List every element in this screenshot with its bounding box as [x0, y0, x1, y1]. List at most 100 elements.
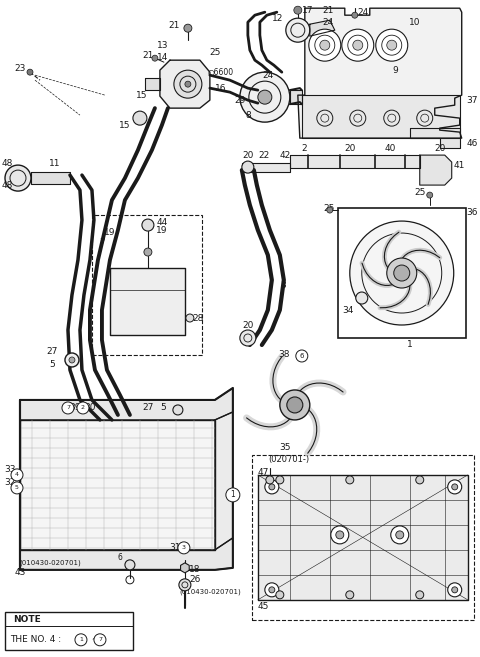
Text: (020701-): (020701-): [268, 455, 309, 464]
Text: 21: 21: [168, 20, 180, 30]
Text: NOTE: NOTE: [13, 616, 41, 624]
Circle shape: [269, 587, 275, 593]
Text: 19: 19: [104, 227, 116, 237]
Text: (010430-020701): (010430-020701): [19, 560, 81, 566]
Circle shape: [94, 634, 106, 646]
Polygon shape: [290, 90, 302, 104]
Text: 2: 2: [302, 144, 308, 152]
Polygon shape: [20, 538, 233, 570]
Text: 5: 5: [160, 403, 166, 413]
Circle shape: [346, 591, 354, 599]
Text: 6: 6: [300, 353, 304, 359]
Text: 22: 22: [258, 150, 269, 160]
Text: 20: 20: [242, 150, 253, 160]
Text: 11: 11: [49, 158, 60, 168]
Text: 7: 7: [66, 405, 70, 411]
Circle shape: [387, 258, 417, 288]
Text: 24: 24: [322, 18, 334, 27]
Circle shape: [448, 480, 462, 494]
Text: 46: 46: [467, 139, 478, 148]
Polygon shape: [145, 78, 160, 90]
Circle shape: [280, 390, 310, 420]
Text: 42: 42: [279, 150, 290, 160]
Circle shape: [242, 161, 254, 173]
Text: 6: 6: [118, 553, 122, 562]
Circle shape: [142, 219, 154, 231]
Circle shape: [152, 55, 158, 61]
Text: 15: 15: [119, 121, 131, 129]
Circle shape: [309, 29, 341, 61]
Text: 16: 16: [215, 83, 227, 93]
Text: 28: 28: [192, 313, 204, 323]
Circle shape: [342, 29, 374, 61]
Text: 31: 31: [169, 543, 180, 553]
Bar: [252, 455, 474, 620]
Text: 17: 17: [302, 6, 313, 14]
Circle shape: [144, 248, 152, 256]
Bar: [338, 208, 466, 338]
Polygon shape: [290, 155, 420, 168]
Circle shape: [452, 587, 458, 593]
Circle shape: [356, 292, 368, 304]
Text: 2: 2: [81, 405, 85, 411]
Text: 34: 34: [342, 306, 353, 315]
Polygon shape: [298, 8, 462, 138]
Text: 8: 8: [245, 110, 251, 120]
Polygon shape: [20, 420, 215, 550]
Circle shape: [184, 24, 192, 32]
Text: 35: 35: [279, 443, 290, 453]
Polygon shape: [180, 563, 189, 573]
Text: 30: 30: [84, 403, 96, 413]
Text: 45: 45: [258, 602, 269, 611]
Text: 47: 47: [258, 468, 269, 478]
Circle shape: [179, 579, 191, 591]
Text: THE NO. 4 :: THE NO. 4 :: [10, 635, 64, 645]
Text: 10: 10: [409, 18, 420, 27]
Polygon shape: [242, 163, 290, 172]
Text: 3: 3: [182, 545, 186, 551]
Text: ~: ~: [89, 635, 102, 645]
Circle shape: [269, 484, 275, 490]
Polygon shape: [420, 155, 452, 185]
Text: ○6600: ○6600: [208, 68, 234, 77]
Text: 5: 5: [15, 486, 19, 490]
Circle shape: [226, 488, 240, 502]
Circle shape: [125, 560, 135, 570]
Circle shape: [387, 40, 397, 50]
Circle shape: [276, 476, 284, 484]
Text: 44: 44: [156, 217, 168, 227]
Text: 27: 27: [142, 403, 154, 413]
Circle shape: [336, 531, 344, 539]
Text: 24: 24: [357, 8, 369, 16]
Circle shape: [266, 476, 274, 484]
Circle shape: [27, 69, 33, 75]
Circle shape: [133, 111, 147, 125]
Circle shape: [394, 265, 410, 281]
Text: 9: 9: [392, 66, 397, 75]
Circle shape: [240, 72, 290, 122]
Circle shape: [352, 12, 358, 18]
Text: 1: 1: [230, 490, 235, 499]
Circle shape: [265, 480, 279, 494]
Circle shape: [174, 70, 202, 98]
Circle shape: [327, 207, 333, 213]
Text: 12: 12: [272, 14, 284, 23]
Text: 48: 48: [1, 181, 12, 190]
Text: 1: 1: [79, 637, 83, 643]
Polygon shape: [31, 172, 70, 184]
Circle shape: [5, 165, 31, 191]
Text: 41: 41: [454, 160, 466, 170]
Circle shape: [258, 90, 272, 104]
Circle shape: [287, 397, 303, 413]
Text: 1: 1: [407, 340, 413, 350]
Circle shape: [331, 526, 349, 544]
Text: 20: 20: [344, 144, 356, 152]
Text: 4: 4: [15, 472, 19, 478]
Circle shape: [416, 476, 424, 484]
Circle shape: [265, 583, 279, 597]
Circle shape: [65, 353, 79, 367]
Text: (010430-020701): (010430-020701): [179, 589, 241, 595]
Circle shape: [240, 330, 256, 346]
Polygon shape: [302, 95, 460, 138]
Text: 3: 3: [280, 281, 286, 290]
